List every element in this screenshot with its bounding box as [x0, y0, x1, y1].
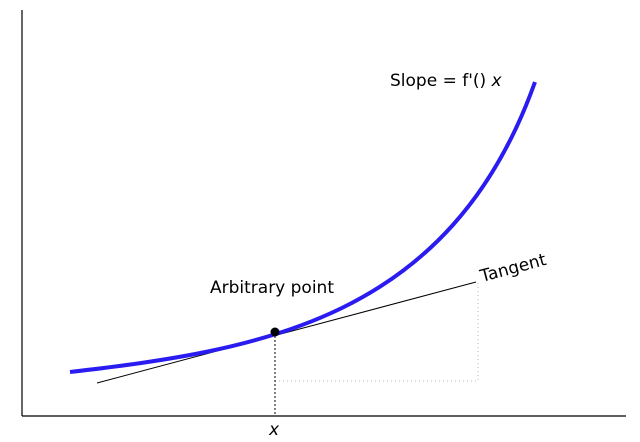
- curve: [69, 81, 537, 374]
- slope-variable: x: [491, 71, 503, 91]
- x-label: x: [268, 420, 280, 440]
- slope-text: Slope = f'(): [390, 71, 486, 91]
- slope-guide: [275, 283, 479, 382]
- point-label: Arbitrary point: [210, 278, 334, 298]
- slope-label: Slope = f'() x: [390, 71, 503, 91]
- point: [270, 327, 280, 337]
